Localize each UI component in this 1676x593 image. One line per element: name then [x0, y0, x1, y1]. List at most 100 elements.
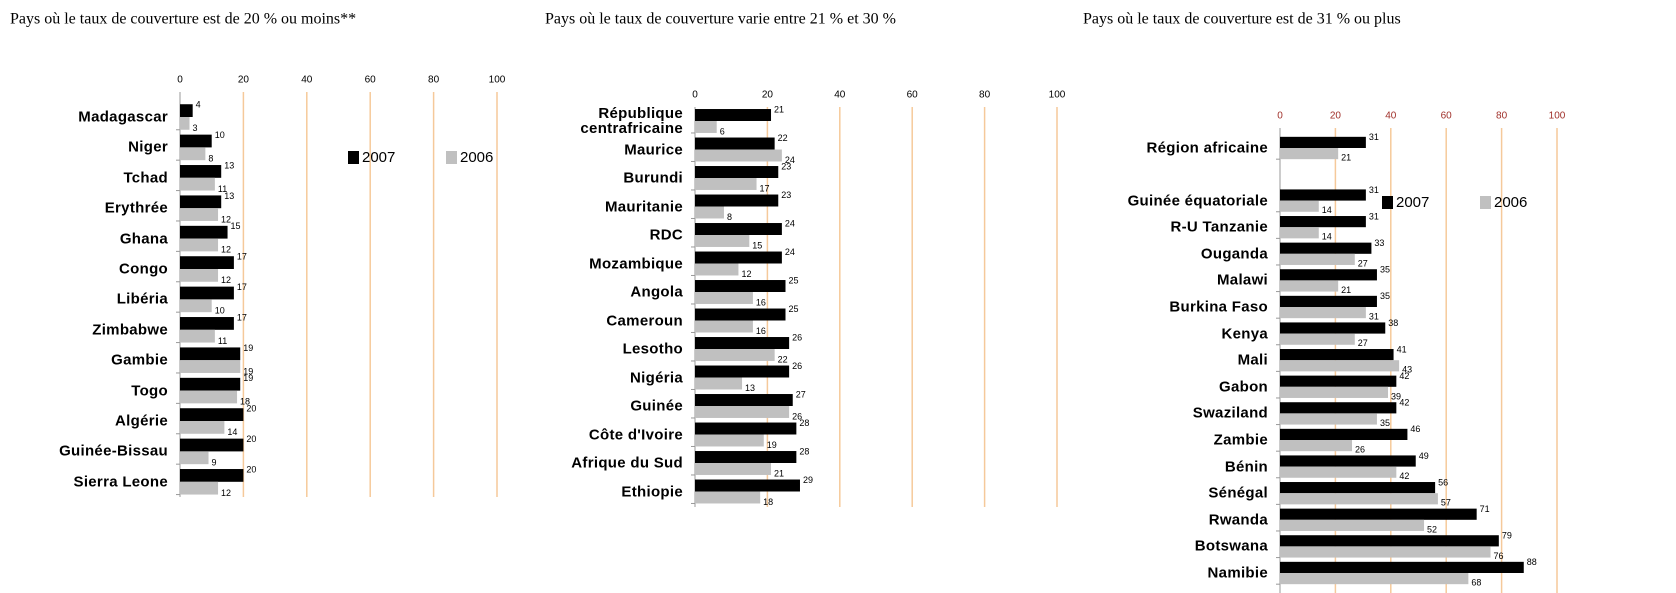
bar: [180, 438, 244, 452]
category-label: République centrafricaine: [580, 105, 683, 137]
data-label: 24: [785, 155, 795, 165]
bar: [695, 109, 772, 121]
data-label: 28: [799, 446, 809, 456]
data-label: 24: [785, 247, 795, 257]
bar: [695, 280, 786, 292]
data-label: 11: [218, 336, 227, 346]
data-label: 23: [781, 190, 791, 200]
bar: [695, 463, 772, 475]
bar: [1280, 148, 1339, 160]
data-label: 42: [1399, 371, 1409, 381]
data-label: 39: [1391, 391, 1401, 401]
data-label: 33: [1374, 238, 1384, 248]
bar: [695, 235, 750, 247]
data-label: 26: [792, 411, 802, 421]
bar: [180, 195, 222, 209]
data-label: 10: [215, 130, 225, 140]
data-label: 21: [774, 468, 784, 478]
chart-title: Pays où le taux de couverture est de 31 …: [1083, 11, 1401, 28]
data-label: 41: [1397, 344, 1407, 354]
data-label: 10: [215, 306, 225, 316]
x-tick-label: 20: [1330, 111, 1342, 122]
bar: [695, 137, 775, 150]
data-label: 35: [1380, 418, 1390, 428]
bar: [1280, 508, 1477, 520]
category-label: Côte d'Ivoire: [588, 426, 683, 443]
category-label: Guinée-Bissau: [59, 442, 168, 460]
category-label: Lesotho: [622, 340, 683, 358]
data-label: 28: [799, 418, 809, 428]
bar: [180, 408, 244, 421]
bar: [1280, 413, 1377, 425]
bar: [180, 208, 219, 221]
category-label: Mauritanie: [604, 198, 683, 215]
bar: [180, 377, 241, 391]
category-label: R-U Tanzanie: [1170, 218, 1268, 236]
bar: [695, 292, 753, 304]
bar: [180, 147, 206, 161]
bar: [180, 104, 193, 117]
data-label: 14: [1322, 232, 1332, 242]
bar: [180, 165, 222, 178]
category-label: Afrique du Sud: [571, 454, 683, 472]
data-label: 8: [727, 212, 732, 222]
x-tick-label: 0: [177, 75, 183, 86]
legend-swatch: [1480, 196, 1491, 209]
bar: [1280, 280, 1339, 292]
bar: [695, 394, 793, 406]
bar: [695, 491, 761, 504]
bar: [1280, 386, 1389, 398]
data-label: 76: [1494, 551, 1504, 561]
bar: [1280, 440, 1353, 452]
bar: [1280, 466, 1397, 478]
data-label: 31: [1369, 185, 1379, 195]
bar: [180, 286, 234, 300]
data-label: 13: [224, 191, 234, 201]
category-label: Gambie: [111, 351, 168, 369]
bar: [1280, 333, 1355, 345]
data-label: 17: [237, 252, 247, 262]
bar: [180, 421, 225, 434]
data-label: 19: [243, 343, 253, 353]
category-label: Nigéria: [630, 369, 683, 386]
data-label: 18: [763, 497, 773, 507]
bar: [1280, 349, 1394, 361]
data-label: 13: [745, 383, 755, 393]
bar: [180, 256, 234, 269]
data-label: 35: [1380, 291, 1390, 301]
bar: [695, 479, 800, 492]
data-label: 14: [1322, 205, 1332, 215]
category-label: Namibie: [1207, 564, 1268, 582]
bar: [1280, 136, 1366, 148]
data-label: 27: [1358, 338, 1368, 348]
category-label: Erythrée: [104, 199, 168, 217]
bar: [180, 269, 219, 282]
category-label: Libéria: [116, 290, 168, 308]
data-label: 21: [774, 104, 784, 114]
bar: [1280, 242, 1372, 254]
legend-label: 2006: [460, 149, 493, 166]
category-label: Mali: [1237, 351, 1268, 369]
data-label: 17: [237, 282, 247, 292]
data-label: 18: [240, 397, 250, 407]
data-label: 71: [1480, 504, 1490, 514]
data-label: 25: [789, 275, 799, 285]
bar: [695, 377, 743, 390]
data-label: 27: [1358, 258, 1368, 268]
bar: [695, 320, 753, 333]
data-label: 42: [1399, 471, 1409, 481]
data-label: 46: [1410, 424, 1420, 434]
bar: [695, 149, 782, 162]
x-tick-label: 60: [907, 90, 919, 101]
bar: [1280, 200, 1319, 212]
category-label: Zambie: [1213, 431, 1268, 449]
data-label: 26: [792, 332, 802, 342]
data-label: 21: [1341, 153, 1351, 163]
category-label: Togo: [131, 382, 168, 400]
bar: [695, 166, 779, 178]
chart-title: Pays où le taux de couverture varie entr…: [545, 11, 896, 28]
category-label: Cameroun: [606, 312, 683, 329]
data-label: 16: [756, 297, 766, 307]
x-tick-label: 100: [1549, 111, 1566, 122]
